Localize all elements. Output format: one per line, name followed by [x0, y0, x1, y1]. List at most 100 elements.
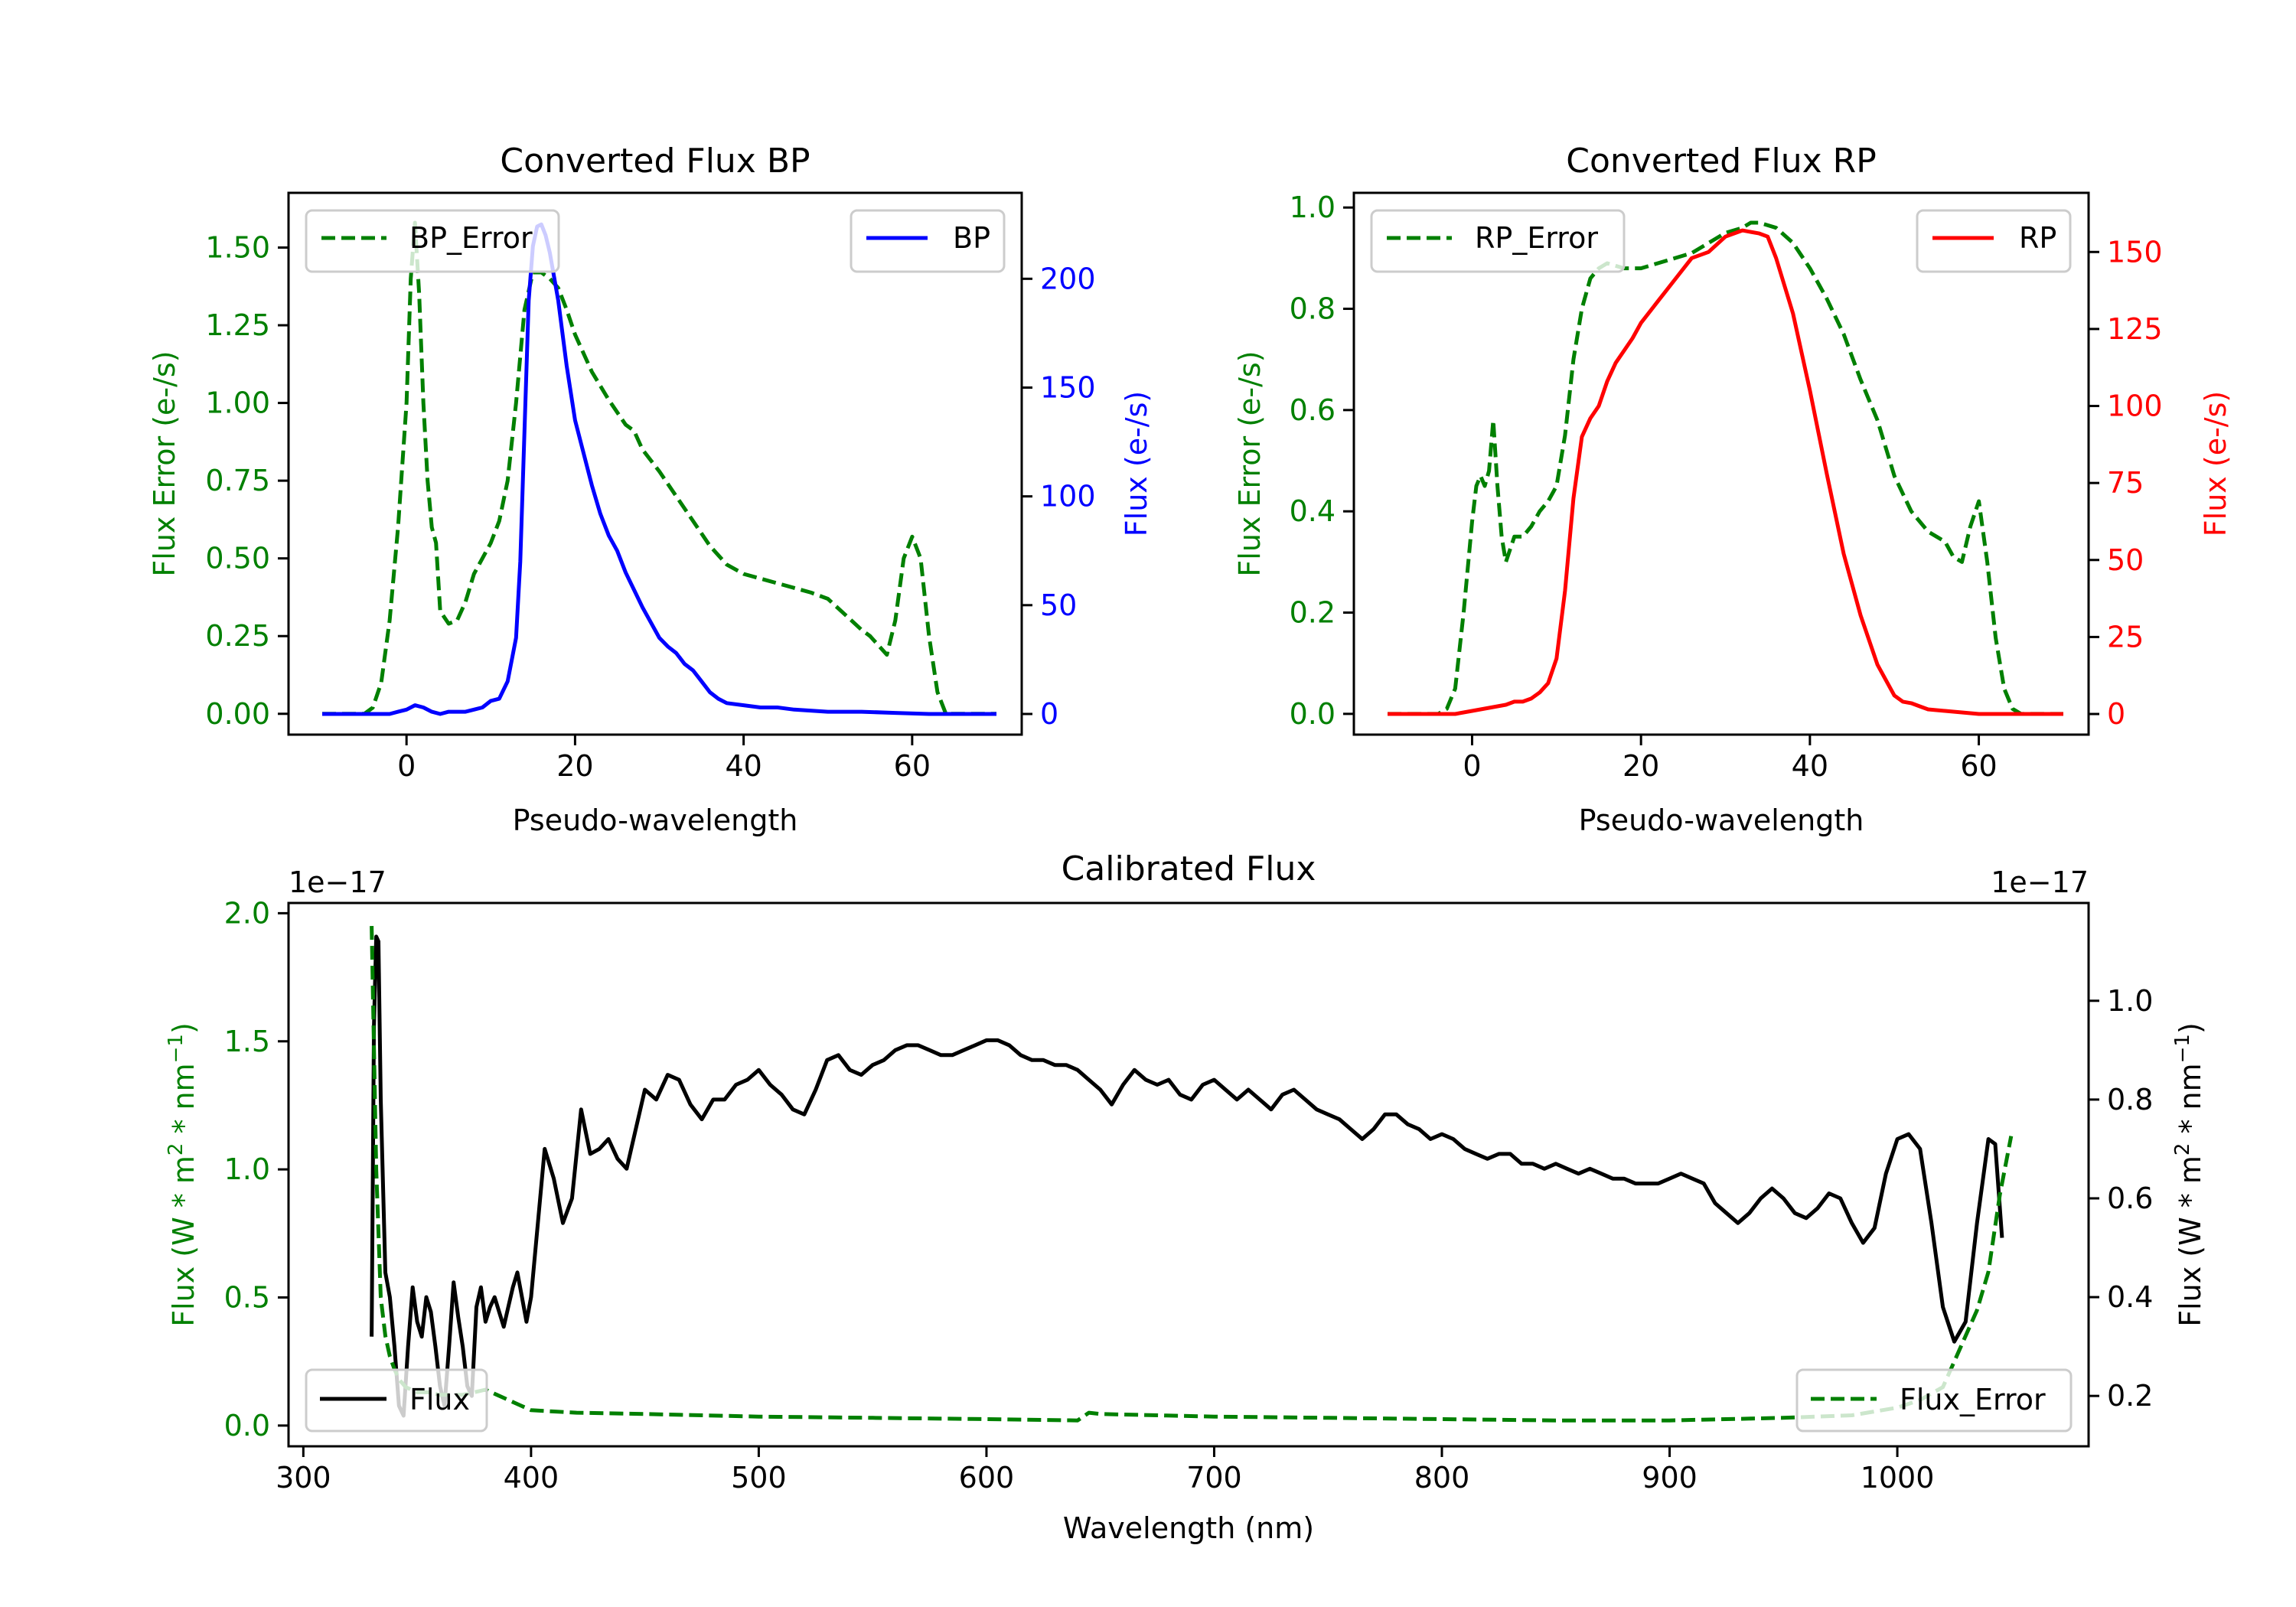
x-axis-label: Pseudo-wavelength	[1579, 804, 1864, 837]
x-tick-label: 20	[1623, 749, 1659, 783]
x-tick-label: 700	[1186, 1461, 1242, 1495]
legend-rp: RP	[1916, 209, 2072, 273]
x-ticks: 300 400 500 600 700 800 900 1000	[276, 1446, 1934, 1495]
y-tick-label-right: 50	[2107, 543, 2144, 577]
y-tick-label-right: 100	[1040, 480, 1096, 513]
series-line-rp-error	[1388, 220, 2063, 716]
y-tick-label-right: 200	[1040, 262, 1096, 295]
y-tick-label-left: 0.6	[1290, 393, 1336, 427]
legend-label: BP	[953, 221, 990, 255]
legend-bp: BP	[850, 209, 1006, 273]
x-tick-label: 800	[1414, 1461, 1470, 1495]
y-tick-label-left: 0.0	[1290, 697, 1336, 731]
panel-calibrated-flux: Calibrated Flux 1e−17 1e−17 300 400 500 600…	[165, 849, 2207, 1545]
x-tick-label: 300	[276, 1461, 331, 1495]
y-axis-label-left: Flux Error (e-/s)	[1233, 350, 1267, 576]
y-tick-label-left: 2.0	[224, 896, 270, 930]
y-axis-label-right: Flux (e-/s)	[1120, 391, 1153, 536]
offset-label-right: 1e−17	[1991, 865, 2089, 899]
series-line-bp-error	[322, 220, 996, 716]
y-tick-label-right: 75	[2107, 466, 2144, 500]
y-tick-label-right: 1.0	[2107, 984, 2153, 1018]
y-axis-label-left: Flux Error (e-/s)	[148, 350, 181, 576]
legend-label: RP	[2019, 221, 2056, 255]
x-tick-label: 40	[1792, 749, 1828, 783]
y-tick-label-left: 1.0	[224, 1152, 270, 1186]
panel-title: Converted Flux BP	[500, 142, 810, 181]
y-tick-label-left: 0.50	[205, 542, 270, 575]
y-tick-label-left: 0.4	[1290, 494, 1336, 528]
y-tick-label-left: 0.25	[205, 619, 270, 653]
y-tick-label-right: 0.8	[2107, 1083, 2153, 1116]
y-tick-label-right: 0.6	[2107, 1182, 2153, 1215]
y-axis-label-right: Flux (e-/s)	[2199, 391, 2232, 536]
y-ticks-right: 0 50 100 150 200	[1022, 262, 1096, 731]
y-ticks-right: 0.2 0.4 0.6 0.8 1.0	[2089, 984, 2153, 1413]
panel-title: Converted Flux RP	[1566, 142, 1877, 181]
legend-label: Flux	[409, 1383, 470, 1416]
y-tick-label-right: 150	[1040, 370, 1096, 404]
y-tick-label-left: 0.8	[1290, 292, 1336, 326]
y-tick-label-right: 0	[2107, 697, 2125, 731]
y-tick-label-right: 150	[2107, 235, 2163, 269]
panel-converted-flux-bp: Converted Flux BP 0 20 40 60 0.000.250.500.…	[148, 142, 1153, 837]
y-axis-label-left: Flux (W * m2 * nm−1)	[165, 1022, 201, 1327]
legend-bp-error: BP_Error	[305, 209, 560, 273]
legend-label: BP_Error	[409, 221, 533, 255]
axes-frame	[287, 901, 2090, 1448]
y-tick-label-right: 125	[2107, 312, 2163, 346]
y-tick-label-left: 1.25	[205, 308, 270, 342]
x-tick-label: 0	[397, 749, 416, 783]
y-ticks-left: 0.0 0.2 0.4 0.6 0.8 1.0	[1290, 191, 1354, 731]
series-line-bp	[322, 222, 996, 716]
legend-label: RP_Error	[1475, 221, 1598, 255]
y-tick-label-right: 25	[2107, 620, 2144, 654]
series-line-rp	[1388, 228, 2063, 716]
y-tick-label-right: 0.2	[2107, 1379, 2153, 1413]
x-tick-label: 60	[1960, 749, 1997, 783]
legend-flux-error: Flux_Error	[1795, 1368, 2073, 1433]
panel-title: Calibrated Flux	[1062, 849, 1316, 888]
y-tick-label-right: 0.4	[2107, 1280, 2153, 1314]
x-tick-label: 900	[1642, 1461, 1698, 1495]
y-ticks-left: 0.00 0.25 0.50 0.75 1.00 1.25 1.50	[205, 230, 289, 731]
y-tick-label-left: 1.50	[205, 230, 270, 264]
axes-frame	[287, 191, 1023, 736]
y-tick-label-left: 0.5	[224, 1281, 270, 1315]
legend-rp-error: RP_Error	[1370, 209, 1626, 273]
x-ticks: 0 20 40 60	[1463, 735, 1998, 783]
y-tick-label-right: 100	[2107, 390, 2163, 423]
x-tick-label: 500	[731, 1461, 787, 1495]
y-tick-label-left: 1.00	[205, 386, 270, 420]
x-tick-label: 40	[725, 749, 762, 783]
x-tick-label: 60	[894, 749, 931, 783]
x-ticks: 0 20 40 60	[397, 735, 931, 783]
y-ticks-left: 0.0 0.5 1.0 1.5 2.0	[224, 896, 289, 1442]
y-ticks-right: 0 25 50 75 100 125 150	[2089, 235, 2163, 731]
x-axis-label: Wavelength (nm)	[1063, 1511, 1314, 1545]
x-tick-label: 600	[959, 1461, 1015, 1495]
y-axis-label-right: Flux (W * m2 * nm−1)	[2171, 1022, 2207, 1327]
legend-label: Flux_Error	[1900, 1383, 2046, 1416]
unit-text: Flux (W * m	[167, 1156, 201, 1327]
series-line-flux	[370, 934, 2004, 1418]
y-tick-label-left: 0.0	[224, 1409, 270, 1442]
plot-lines	[322, 220, 996, 716]
legend-flux: Flux	[305, 1368, 488, 1433]
x-tick-label: 20	[556, 749, 593, 783]
plot-lines	[1388, 220, 2063, 716]
x-tick-label: 1000	[1861, 1461, 1935, 1495]
y-tick-label-left: 0.75	[205, 464, 270, 497]
axes-frame	[1352, 191, 2090, 736]
y-tick-label-right: 50	[1040, 588, 1077, 622]
panel-converted-flux-rp: Converted Flux RP 0 20 40 60 0.00.20.40.60.…	[1233, 142, 2232, 837]
offset-label-left: 1e−17	[289, 865, 386, 899]
x-tick-label: 0	[1463, 749, 1481, 783]
y-tick-label-left: 1.0	[1290, 191, 1336, 224]
y-tick-label-left: 0.00	[205, 697, 270, 731]
y-tick-label-left: 0.2	[1290, 596, 1336, 630]
x-tick-label: 400	[504, 1461, 559, 1495]
x-axis-label: Pseudo-wavelength	[513, 804, 798, 837]
y-tick-label-left: 1.5	[224, 1025, 270, 1058]
